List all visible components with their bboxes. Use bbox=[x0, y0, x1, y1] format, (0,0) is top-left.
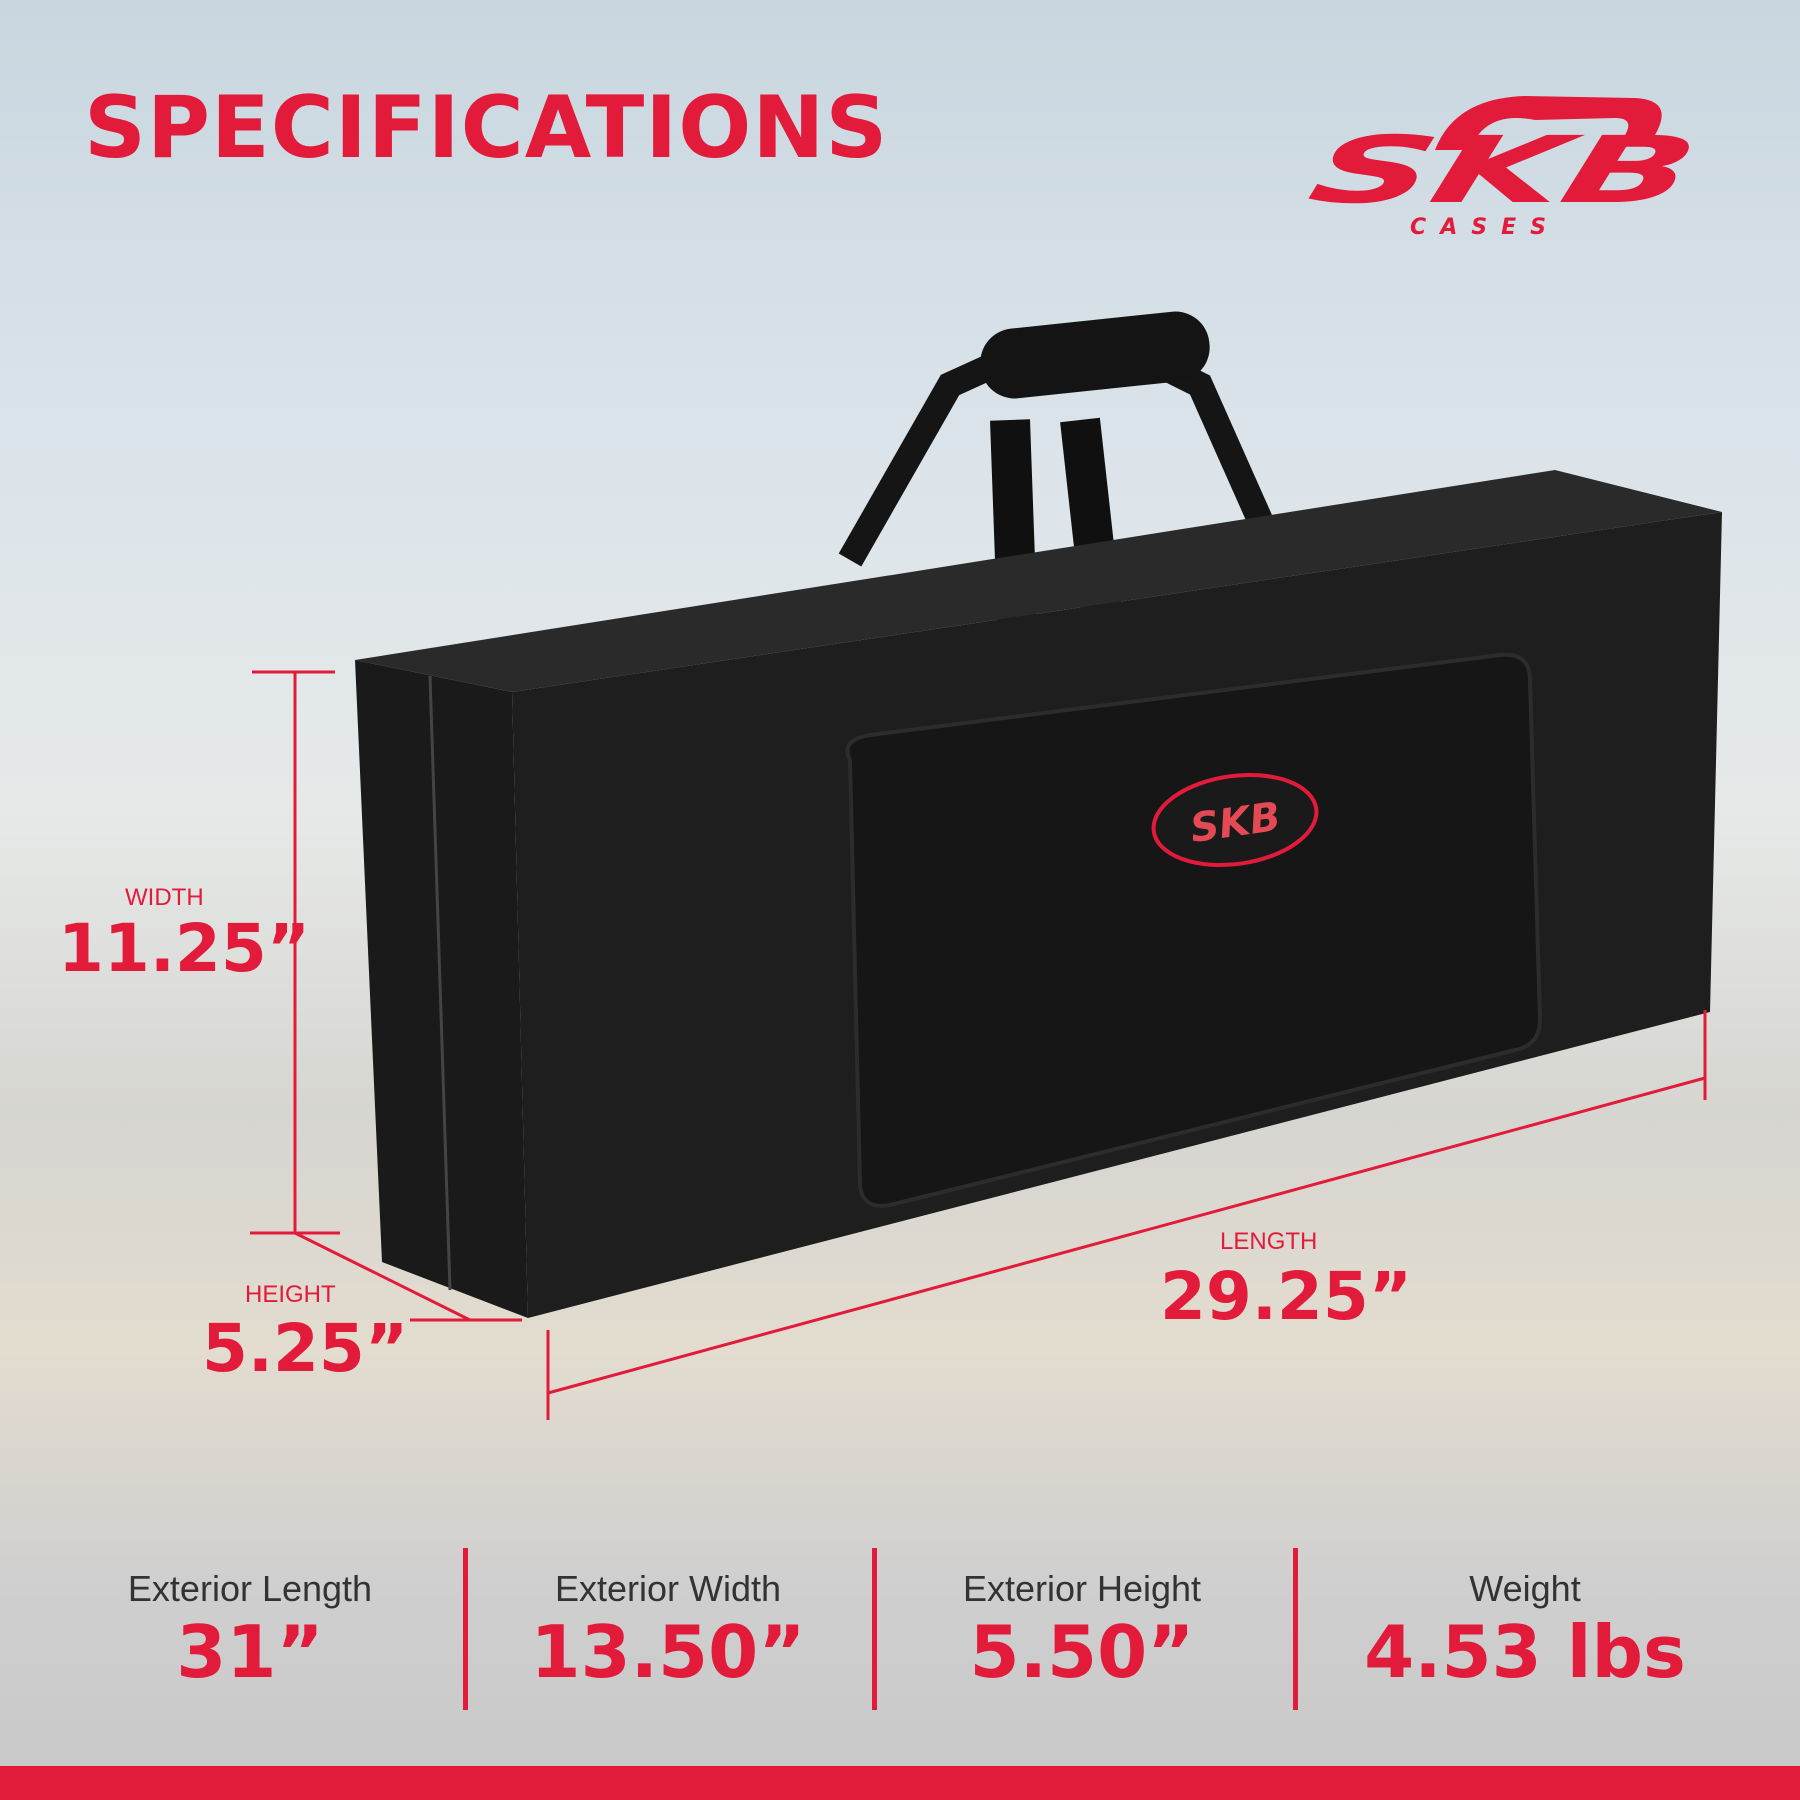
length-value: 29.25” bbox=[1160, 1258, 1413, 1335]
dimension-lines bbox=[250, 670, 1707, 1420]
carry-handle bbox=[980, 311, 1210, 399]
spec-value: 13.50” bbox=[530, 1610, 806, 1694]
page-title: SPECIFICATIONS bbox=[84, 78, 889, 178]
svg-text:SKB: SKB bbox=[1299, 118, 1708, 225]
height-label: HEIGHT bbox=[245, 1281, 336, 1308]
front-pocket bbox=[845, 652, 1543, 1208]
spec-weight: Weight 4.53 lbs bbox=[1325, 1568, 1725, 1688]
zipper-seam bbox=[428, 675, 452, 1291]
spec-label: Exterior Length bbox=[127, 1568, 373, 1609]
spec-exterior-length: Exterior Length 31” bbox=[50, 1568, 450, 1688]
skb-badge bbox=[1151, 772, 1319, 868]
spec-label: Exterior Height bbox=[962, 1568, 1202, 1609]
spec-value: 4.53 lbs bbox=[1364, 1610, 1686, 1694]
spec-value: 5.50” bbox=[969, 1610, 1195, 1694]
width-label: WIDTH bbox=[125, 884, 204, 911]
svg-text:CASES: CASES bbox=[1410, 215, 1560, 240]
footer-bar bbox=[0, 1766, 1800, 1800]
spec-value: 31” bbox=[176, 1610, 324, 1694]
spec-label: Exterior Width bbox=[554, 1568, 782, 1609]
length-label: LENGTH bbox=[1220, 1228, 1318, 1255]
divider bbox=[872, 1548, 877, 1710]
height-value: 5.25” bbox=[202, 1310, 409, 1387]
skb-logo: SKB CASES bbox=[1299, 96, 1708, 240]
spec-exterior-height: Exterior Height 5.50” bbox=[882, 1568, 1282, 1688]
divider bbox=[463, 1548, 468, 1710]
width-value: 11.25” bbox=[58, 910, 311, 987]
divider bbox=[1293, 1548, 1298, 1710]
spec-exterior-width: Exterior Width 13.50” bbox=[468, 1568, 868, 1688]
spec-label: Weight bbox=[1469, 1568, 1581, 1609]
case-top bbox=[355, 470, 1722, 692]
